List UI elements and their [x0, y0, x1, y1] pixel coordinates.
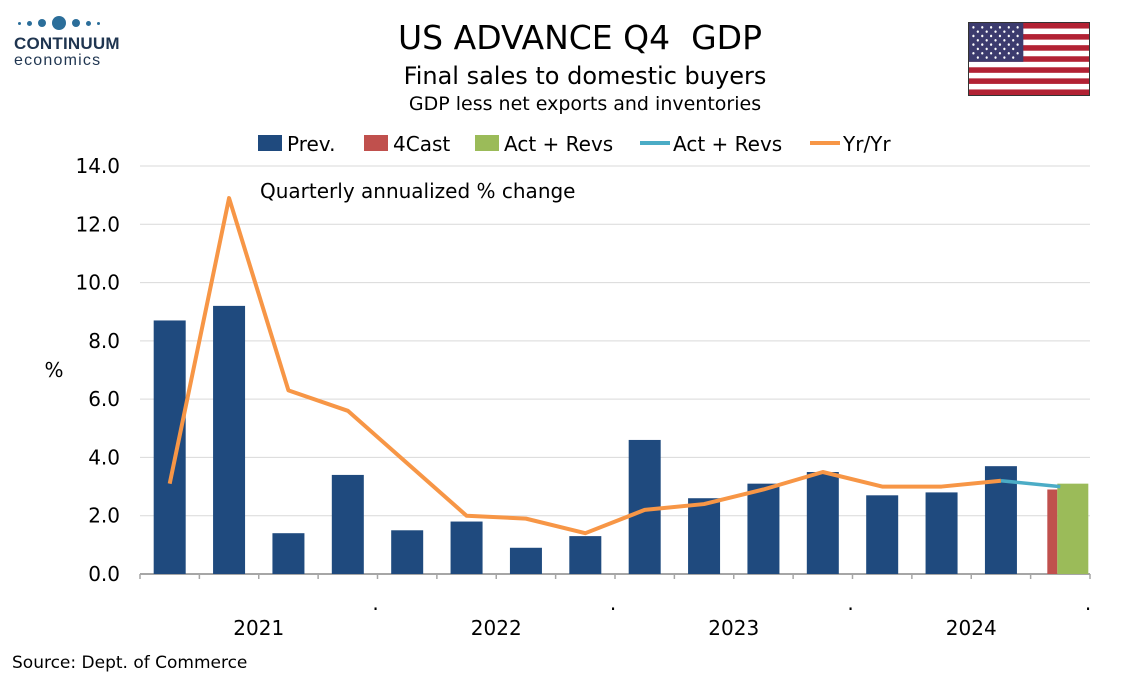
y-tick-label: 0.0 [88, 562, 120, 586]
chart-subtitle: Final sales to domestic buyers [403, 62, 767, 90]
x-separator-mark: . [372, 591, 378, 615]
y-axis-label: % [44, 358, 63, 382]
legend-label: Prev. [287, 132, 335, 156]
bar-prev [747, 483, 780, 574]
logo-name: CONTINUUM [14, 34, 120, 53]
us-flag-icon [968, 22, 1090, 96]
x-year-label: 2022 [471, 616, 522, 640]
bar-actual [1057, 483, 1089, 574]
logo-subname: economics [14, 52, 102, 69]
legend-label: Act + Revs [673, 132, 782, 156]
legend-swatch [364, 135, 388, 151]
bar-prev [688, 498, 721, 574]
bar-prev [391, 530, 424, 574]
bar-prev [984, 466, 1017, 574]
bar-forecast [1047, 489, 1058, 574]
line-yoy [167, 196, 1002, 536]
line-actual [1000, 479, 1061, 489]
chart-title: US ADVANCE Q4 GDP [398, 18, 762, 57]
y-tick-label: 6.0 [88, 387, 120, 411]
bar-prev [509, 547, 542, 574]
bar-prev [450, 521, 483, 574]
company-logo: CONTINUUM economics [14, 14, 134, 70]
bar-prev [925, 492, 958, 574]
legend-swatch [258, 135, 282, 151]
bar-prev [331, 474, 364, 574]
y-tick-label: 2.0 [88, 504, 120, 528]
source-note: Source: Dept. of Commerce [12, 653, 248, 673]
legend-swatch [475, 135, 499, 151]
legend-label: 4Cast [393, 132, 450, 156]
y-tick-label: 8.0 [88, 329, 120, 353]
y-tick-label: 14.0 [75, 154, 120, 178]
legend-label: Yr/Yr [842, 132, 891, 156]
x-year-label: 2024 [946, 616, 997, 640]
y-tick-label: 10.0 [75, 271, 120, 295]
bar-prev [569, 536, 602, 574]
legend-label: Act + Revs [504, 132, 613, 156]
chart-subtitle-secondary: GDP less net exports and inventories [408, 93, 762, 115]
x-year-label: 2021 [233, 616, 284, 640]
x-separator-mark: . [610, 591, 616, 615]
bar-prev [272, 533, 305, 574]
x-year-label: 2023 [708, 616, 759, 640]
chart-annotation: Quarterly annualized % change [260, 179, 576, 203]
y-tick-label: 12.0 [75, 212, 120, 236]
x-separator-mark: . [1085, 591, 1091, 615]
logo-dots-icon [18, 14, 134, 32]
bar-prev [866, 495, 899, 574]
bar-prev [806, 472, 839, 574]
bar-prev [153, 320, 186, 574]
bar-prev [213, 305, 246, 574]
y-tick-label: 4.0 [88, 445, 120, 469]
x-separator-mark: . [847, 591, 853, 615]
